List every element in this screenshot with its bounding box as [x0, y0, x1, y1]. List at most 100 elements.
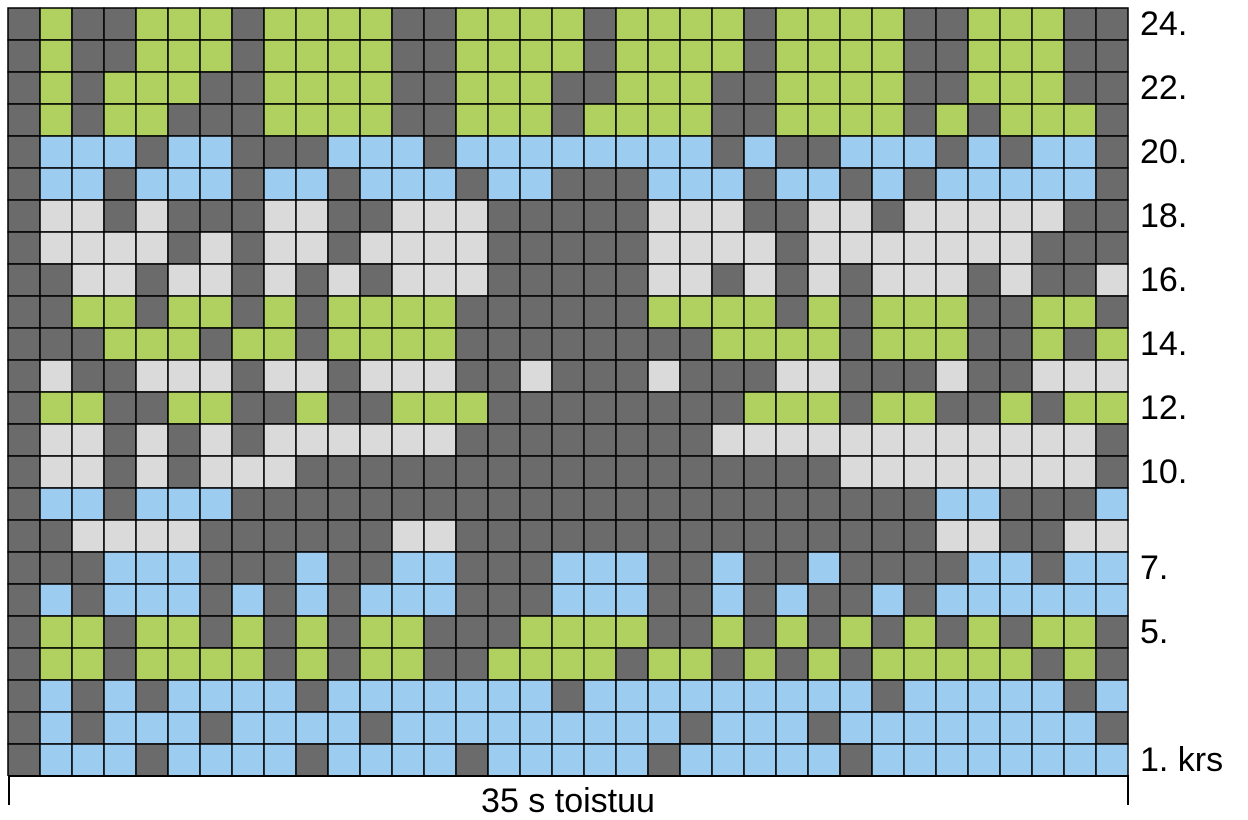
stitch-cell	[1031, 295, 1065, 329]
stitch-cell	[199, 231, 233, 265]
stitch-cell	[7, 71, 41, 105]
stitch-cell	[679, 39, 713, 73]
stitch-cell	[1031, 583, 1065, 617]
stitch-cell	[327, 7, 361, 41]
stitch-cell	[103, 199, 137, 233]
stitch-cell	[295, 71, 329, 105]
stitch-cell	[71, 263, 105, 297]
stitch-cell	[487, 7, 521, 41]
stitch-cell	[263, 327, 297, 361]
stitch-cell	[807, 455, 841, 489]
stitch-cell	[103, 391, 137, 425]
stitch-cell	[327, 487, 361, 521]
stitch-cell	[103, 103, 137, 137]
stitch-cell	[551, 263, 585, 297]
stitch-cell	[519, 519, 553, 553]
stitch-cell	[935, 327, 969, 361]
stitch-cell	[1063, 71, 1097, 105]
stitch-cell	[135, 263, 169, 297]
stitch-cell	[39, 199, 73, 233]
stitch-cell	[519, 423, 553, 457]
stitch-cell	[519, 39, 553, 73]
stitch-cell	[775, 231, 809, 265]
stitch-cell	[711, 359, 745, 393]
stitch-cell	[743, 167, 777, 201]
stitch-cell	[39, 71, 73, 105]
stitch-cell	[967, 455, 1001, 489]
stitch-cell	[1063, 647, 1097, 681]
stitch-cell	[167, 647, 201, 681]
stitch-cell	[487, 615, 521, 649]
stitch-cell	[423, 519, 457, 553]
stitch-cell	[327, 391, 361, 425]
stitch-cell	[775, 615, 809, 649]
stitch-cell	[519, 199, 553, 233]
stitch-cell	[711, 647, 745, 681]
stitch-cell	[455, 231, 489, 265]
stitch-cell	[487, 743, 521, 776]
stitch-cell	[1031, 135, 1065, 169]
stitch-cell	[1095, 487, 1129, 521]
stitch-cell	[199, 615, 233, 649]
stitch-cell	[295, 103, 329, 137]
stitch-cell	[615, 391, 649, 425]
stitch-cell	[551, 743, 585, 776]
stitch-cell	[839, 743, 873, 776]
stitch-cell	[327, 551, 361, 585]
stitch-cell	[263, 39, 297, 73]
stitch-cell	[935, 519, 969, 553]
stitch-cell	[679, 391, 713, 425]
stitch-cell	[71, 327, 105, 361]
stitch-cell	[839, 327, 873, 361]
stitch-cell	[167, 391, 201, 425]
stitch-cell	[135, 583, 169, 617]
stitch-cell	[647, 7, 681, 41]
stitch-cell	[551, 551, 585, 585]
stitch-cell	[615, 455, 649, 489]
stitch-cell	[551, 583, 585, 617]
stitch-cell	[199, 519, 233, 553]
stitch-cell	[71, 199, 105, 233]
stitch-cell	[167, 7, 201, 41]
stitch-cell	[967, 327, 1001, 361]
stitch-cell	[263, 135, 297, 169]
stitch-cell	[1095, 583, 1129, 617]
stitch-cell	[903, 231, 937, 265]
stitch-cell	[231, 679, 265, 713]
stitch-cell	[359, 711, 393, 745]
stitch-cell	[711, 167, 745, 201]
stitch-cell	[103, 71, 137, 105]
stitch-cell	[935, 103, 969, 137]
stitch-cell	[839, 71, 873, 105]
stitch-cell	[1031, 551, 1065, 585]
stitch-cell	[167, 551, 201, 585]
stitch-cell	[103, 551, 137, 585]
stitch-cell	[679, 295, 713, 329]
stitch-cell	[199, 39, 233, 73]
stitch-cell	[967, 263, 1001, 297]
stitch-cell	[231, 327, 265, 361]
stitch-cell	[231, 135, 265, 169]
stitch-cell	[455, 615, 489, 649]
stitch-cell	[455, 7, 489, 41]
stitch-cell	[583, 519, 617, 553]
stitch-cell	[103, 327, 137, 361]
stitch-cell	[199, 551, 233, 585]
stitch-cell	[71, 7, 105, 41]
stitch-cell	[391, 71, 425, 105]
stitch-cell	[71, 39, 105, 73]
stitch-cell	[935, 391, 969, 425]
stitch-cell	[487, 519, 521, 553]
stitch-cell	[1063, 359, 1097, 393]
stitch-cell	[839, 231, 873, 265]
stitch-cell	[903, 743, 937, 776]
stitch-cell	[871, 583, 905, 617]
stitch-cell	[487, 39, 521, 73]
stitch-cell	[935, 71, 969, 105]
stitch-cell	[103, 263, 137, 297]
stitch-cell	[1095, 551, 1129, 585]
stitch-cell	[871, 391, 905, 425]
stitch-cell	[167, 295, 201, 329]
stitch-cell	[647, 711, 681, 745]
stitch-cell	[391, 199, 425, 233]
